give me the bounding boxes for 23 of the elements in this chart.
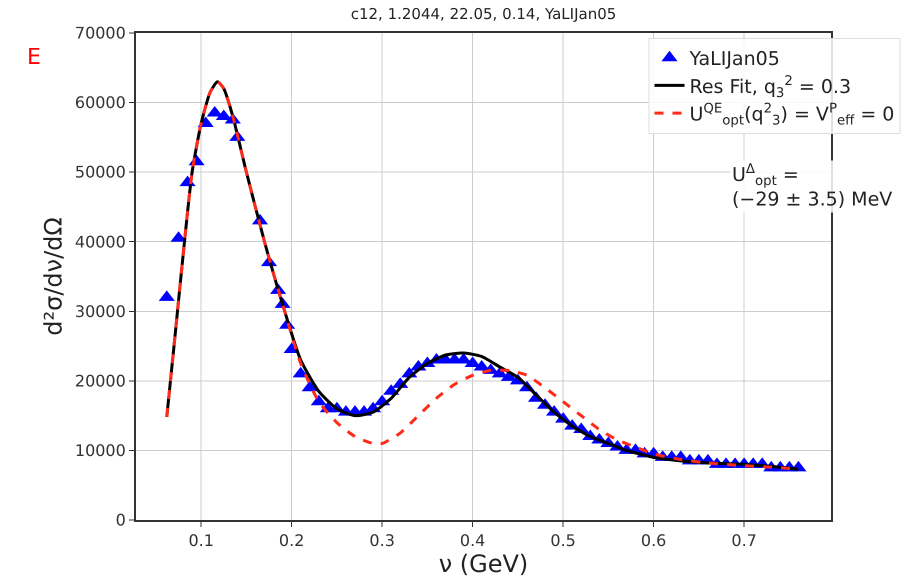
chart-title: c12, 1.2044, 22.05, 0.14, YaLIJan05 (350, 5, 616, 24)
y-tick-label: 40000 (74, 232, 126, 252)
x-tick-label: 0.7 (731, 531, 757, 550)
x-tick-label: 0.3 (369, 531, 395, 550)
x-axis-title: ν (GeV) (438, 550, 528, 578)
y-tick-label: 10000 (74, 441, 126, 460)
y-tick-label: 50000 (74, 162, 126, 182)
text: U$^{QE}$$_{opt}$(q$^{2}$$_{3}$) = V$^{P}$$_{eff}$ = 0 (690, 102, 894, 129)
y-axis-title: d²σ/dν/dΩ (39, 217, 68, 336)
x-tick-label: 0.2 (278, 531, 304, 550)
y-tick-label: 20000 (74, 371, 126, 390)
annotation: U$^{Δ}$$_{opt}$ = (−29 ± 3.5) MeV (732, 162, 892, 211)
y-tick-label: 60000 (74, 93, 126, 112)
legend-label: Res Fit, q$_{3}$$^{2}$ = 0.3 (690, 74, 852, 101)
y-tick-label: 70000 (74, 24, 126, 43)
x-tick-label: 0.4 (460, 531, 486, 550)
y-tick-label: 30000 (74, 302, 126, 321)
y-tick-label: 0 (116, 510, 126, 530)
text: E (27, 45, 41, 70)
x-tick-label: 0.5 (550, 531, 576, 550)
x-tick-label: 0.1 (188, 531, 214, 550)
x-tick-label: 0.6 (640, 531, 666, 550)
legend-label: YaLIJan05 (688, 48, 780, 70)
